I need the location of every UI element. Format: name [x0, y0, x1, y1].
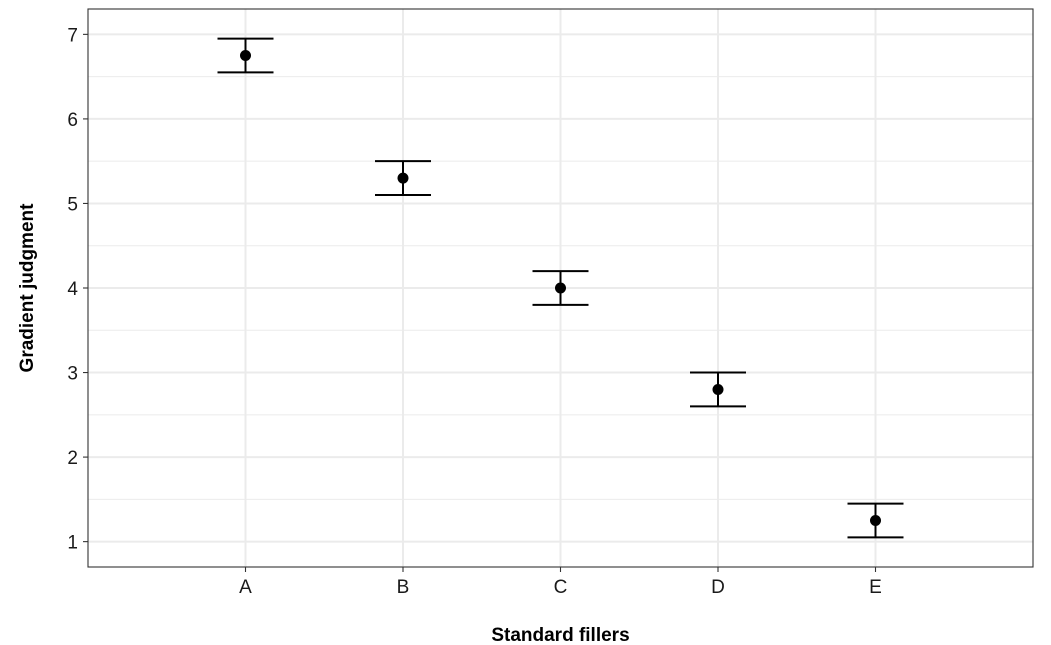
- y-tick-label: 7: [67, 25, 78, 46]
- y-tick-label: 1: [67, 533, 78, 554]
- x-tick-label: E: [869, 577, 882, 598]
- grid-lines: [88, 9, 1033, 567]
- y-axis-title: Gradient judgment: [17, 203, 38, 373]
- data-point: [870, 515, 881, 526]
- data-point: [240, 50, 251, 61]
- panel-border: [87, 8, 1034, 568]
- y-tick-label: 6: [67, 110, 78, 131]
- y-tick-label: 2: [67, 448, 78, 469]
- x-tick-label: C: [554, 577, 568, 598]
- data-point: [555, 282, 566, 294]
- data-point: [397, 172, 409, 184]
- x-tick-label: A: [239, 577, 252, 598]
- x-tick-label: B: [397, 577, 410, 598]
- x-axis-title: Standard fillers: [491, 625, 629, 645]
- y-tick-label: 5: [67, 194, 78, 215]
- y-axis-ticks: 1 2 3 4 5 6 7: [67, 25, 88, 554]
- data-marks: [217, 37, 904, 539]
- y-tick-label: 3: [67, 364, 78, 385]
- x-tick-label: D: [711, 577, 725, 598]
- y-tick-label: 4: [67, 279, 78, 300]
- data-point: [712, 383, 724, 395]
- x-axis-ticks: A B C D E: [239, 567, 882, 598]
